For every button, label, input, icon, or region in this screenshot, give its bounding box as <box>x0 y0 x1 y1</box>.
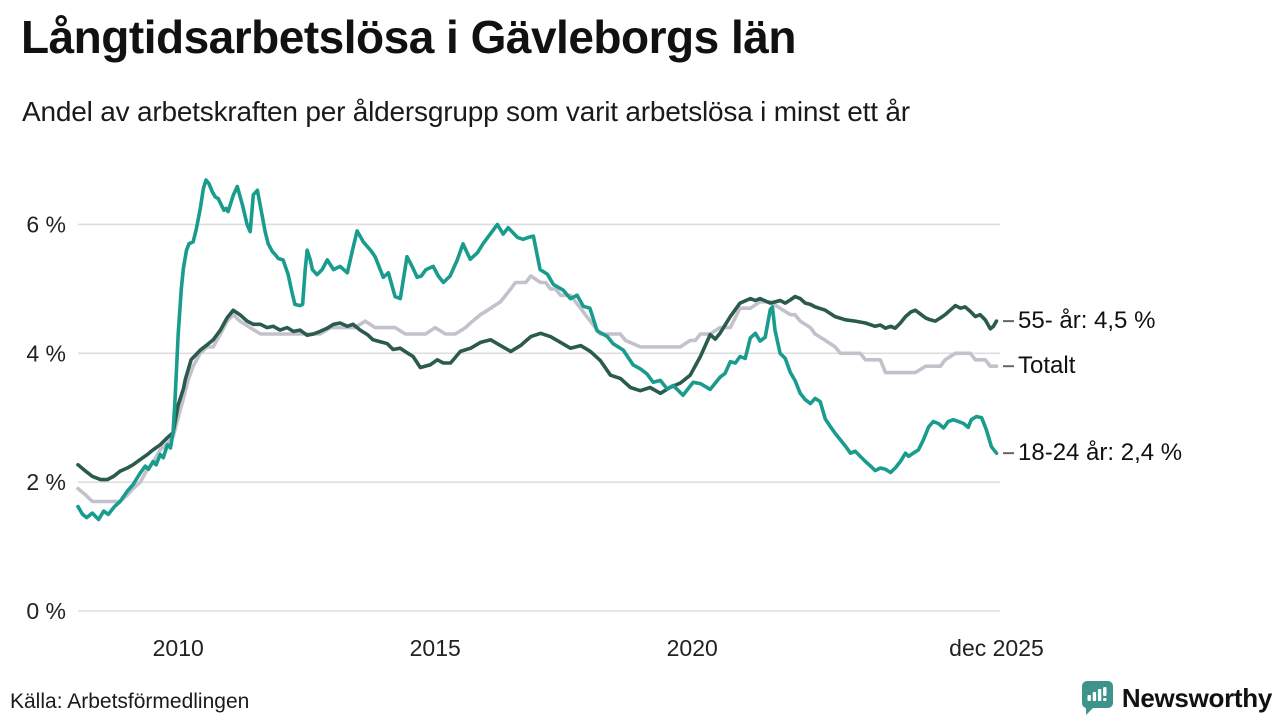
newsworthy-wordmark: Newsworthy <box>1121 682 1272 713</box>
y-axis-label: 4 % <box>26 340 66 366</box>
newsworthy-icon <box>1081 681 1113 715</box>
source-note: Källa: Arbetsförmedlingen <box>10 690 250 713</box>
series-end-label-18-24-ar: 18-24 år: 2,4 % <box>1018 439 1183 467</box>
y-axis-label: 0 % <box>26 598 66 624</box>
x-axis-label: 2015 <box>410 635 461 661</box>
page-subtitle: Andel av arbetskraften per åldersgrupp s… <box>22 96 910 127</box>
newsworthy-brand: Newsworthy <box>1080 680 1272 716</box>
series-line-18-24-r <box>76 178 999 522</box>
y-axis-label: 6 % <box>26 211 66 237</box>
x-axis-label: dec 2025 <box>949 635 1044 661</box>
series-end-label-55-ar: 55- år: 4,5 % <box>1018 307 1156 335</box>
series-line-totalt <box>76 274 999 504</box>
series-end-label-totalt: Totalt <box>1018 352 1076 380</box>
x-axis-label: 2020 <box>667 635 718 661</box>
y-axis-label: 2 % <box>26 469 66 495</box>
x-axis-label: 2010 <box>153 635 204 661</box>
series-line-55-r <box>76 294 999 482</box>
page-title: Långtidsarbetslösa i Gävleborgs län <box>21 11 796 63</box>
